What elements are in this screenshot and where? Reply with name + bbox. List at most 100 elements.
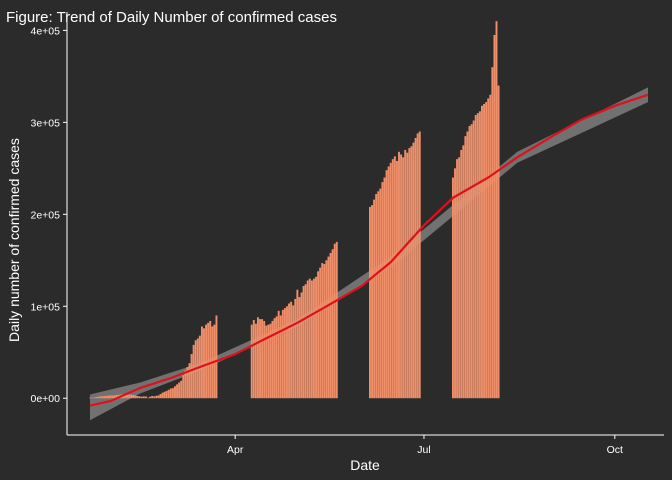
bar (209, 320, 212, 399)
bar (109, 395, 112, 399)
bar (290, 301, 293, 399)
bar (379, 188, 382, 399)
y-tick-label: 0e+00 (31, 393, 61, 405)
bar (101, 396, 104, 399)
bar (93, 397, 96, 399)
bar (107, 395, 110, 399)
x-axis-ticks: Apr Jul Oct (227, 435, 623, 456)
bar (180, 380, 183, 399)
bar (279, 315, 282, 399)
bar (288, 303, 291, 399)
bar (186, 366, 189, 399)
bar (161, 392, 164, 399)
bar (256, 317, 259, 399)
x-tick-label: Jul (417, 444, 430, 456)
bar (408, 148, 411, 399)
bar (369, 206, 371, 399)
bar (271, 320, 274, 399)
bar (454, 168, 456, 399)
bar (312, 278, 315, 399)
bar (474, 114, 477, 399)
bar (281, 309, 284, 399)
bar (381, 182, 384, 399)
bar (184, 370, 187, 399)
bar (310, 280, 313, 399)
bar (404, 149, 407, 399)
bar (190, 354, 193, 399)
bar (393, 156, 396, 399)
bar (103, 396, 106, 399)
plot-area (88, 21, 649, 421)
bar (265, 325, 268, 399)
bar (283, 308, 286, 399)
bar (200, 326, 203, 399)
bar (144, 396, 147, 399)
bar (495, 21, 498, 399)
y-tick-label: 4e+05 (31, 25, 61, 37)
bar (410, 146, 413, 399)
bar (275, 316, 278, 399)
bar (207, 322, 210, 399)
bar (466, 131, 469, 399)
y-tick-label: 3e+05 (31, 117, 61, 129)
bar (153, 396, 156, 399)
bar (300, 292, 303, 399)
bar (203, 328, 205, 399)
bar (99, 396, 102, 399)
bar (302, 286, 305, 399)
trend-line (89, 93, 649, 407)
bars (88, 21, 500, 399)
bar (460, 149, 463, 399)
y-tick-label: 1e+05 (31, 301, 61, 313)
bar (124, 394, 127, 399)
bar (327, 256, 330, 399)
bar (306, 280, 309, 399)
bar (126, 394, 129, 399)
bar (391, 159, 394, 399)
bar (468, 126, 471, 399)
bar (470, 124, 473, 399)
bar (395, 160, 398, 399)
bar (292, 305, 295, 399)
bar (174, 386, 176, 399)
bar (412, 142, 415, 399)
bar (487, 98, 490, 399)
bar (383, 177, 386, 399)
bar (151, 395, 154, 399)
y-axis-title: Daily number of confirmed cases (6, 138, 22, 342)
bar (308, 278, 311, 399)
bar (176, 384, 179, 399)
bar (142, 396, 145, 399)
y-tick-label: 2e+05 (31, 209, 61, 221)
x-tick-label: Oct (607, 444, 623, 456)
bar (171, 388, 174, 399)
bar (331, 249, 334, 399)
bar (333, 243, 336, 399)
bar (483, 103, 486, 399)
bar (169, 388, 172, 399)
bar (472, 120, 475, 399)
bar (329, 252, 332, 399)
bar (252, 320, 255, 399)
bar (400, 154, 403, 399)
bar (105, 395, 108, 399)
bar (188, 363, 191, 399)
bar (416, 133, 419, 399)
bar (451, 177, 454, 399)
bar (259, 319, 261, 399)
bar (163, 391, 166, 399)
bar (273, 318, 276, 399)
bar (464, 136, 467, 399)
bar (95, 397, 98, 399)
bar (377, 191, 380, 399)
bar (315, 276, 317, 399)
bar (277, 310, 280, 399)
bar (387, 166, 390, 399)
bar (134, 395, 137, 399)
bar (205, 324, 208, 399)
bar (130, 394, 133, 399)
bar (286, 306, 288, 399)
bar (458, 157, 461, 399)
bar (485, 102, 488, 399)
bar (267, 324, 270, 399)
